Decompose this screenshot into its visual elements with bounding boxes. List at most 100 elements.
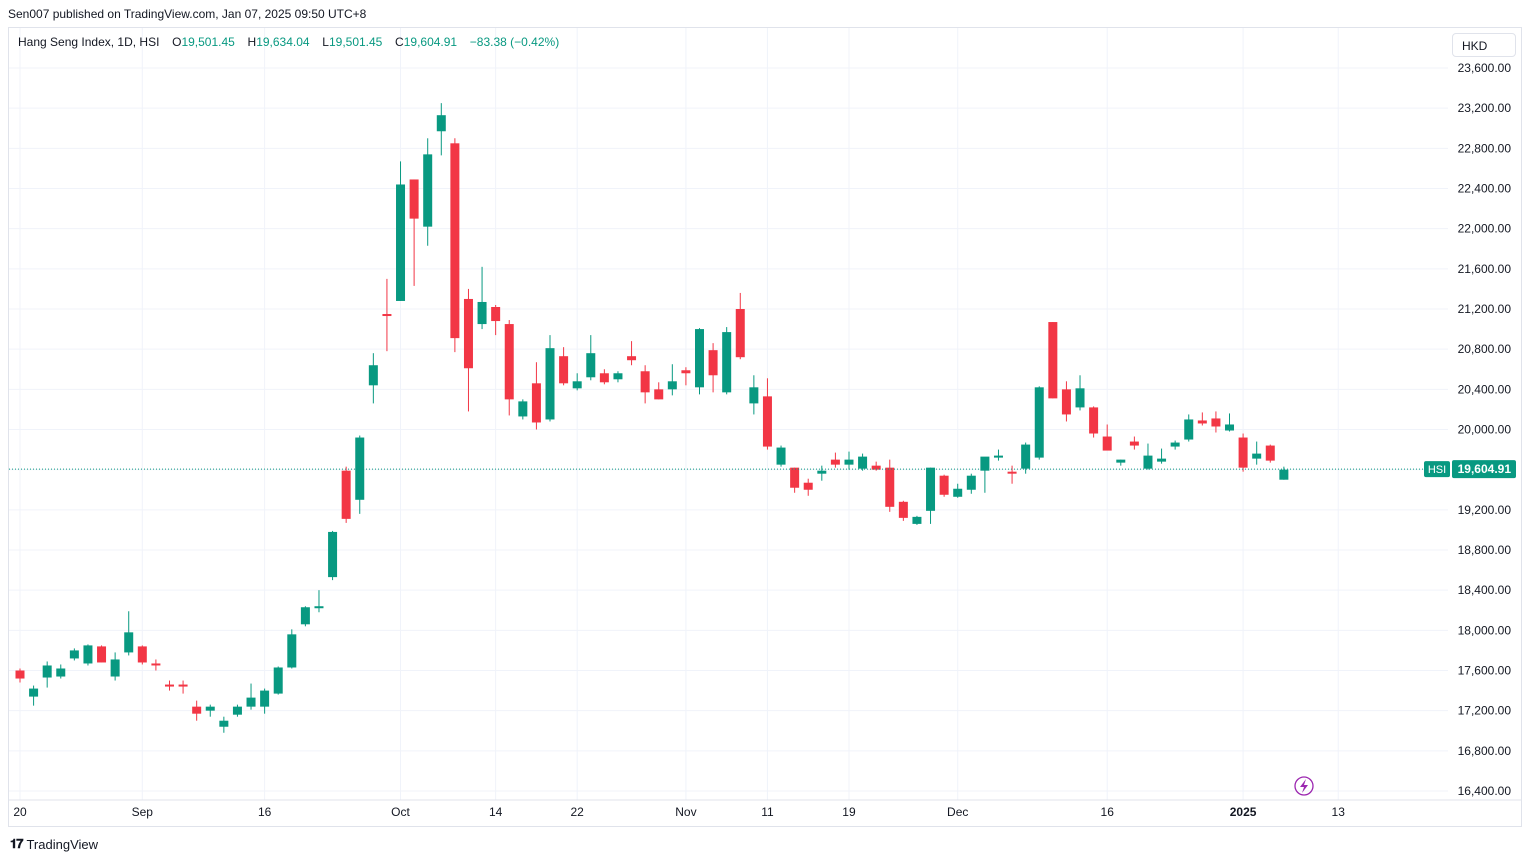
y-tick-label: 19,200.00 [1458,503,1512,517]
candle-body [97,646,107,663]
x-tick-label: 11 [761,805,774,819]
candle-body [300,607,310,625]
chart-frame [8,27,1522,827]
candle-body [1102,436,1112,451]
candle-body [1021,444,1031,469]
candle-body [545,348,555,420]
candle-body [776,447,786,465]
x-tick-label: Nov [675,805,696,819]
x-tick-label: 16 [258,805,272,819]
candle-body [287,634,297,668]
y-tick-label: 20,400.00 [1458,382,1512,396]
candle-body [926,467,936,511]
candle-body [749,387,759,404]
candle-body [463,298,473,369]
candle-body [382,314,392,317]
candle-body [885,467,895,507]
candle-body [450,143,460,339]
candle-body [1252,453,1262,459]
ohlc-legend: Hang Seng Index, 1D, HSI O19,501.45 H19,… [18,35,559,49]
candle-body [830,459,840,465]
y-tick-label: 21,600.00 [1458,262,1512,276]
candle-body [436,115,446,132]
x-tick-label: 22 [571,805,585,819]
candle-body [1129,441,1139,446]
candle-body [667,381,677,390]
y-tick-label: 22,400.00 [1458,182,1512,196]
candle-body [627,356,637,361]
y-tick-label: 20,800.00 [1458,342,1512,356]
candle-body [341,470,351,519]
change-value: −83.38 (−0.42%) [469,35,560,49]
candle-body [695,329,704,388]
candle-body [708,350,718,376]
candle-body [260,690,270,707]
candle-body [29,688,39,697]
price-tag-bg [1452,460,1516,479]
candle-body [69,650,79,659]
candle-body [613,373,623,380]
y-tick-label: 22,800.00 [1458,141,1512,155]
y-tick-label: 22,000.00 [1458,222,1512,236]
candle-body [504,324,514,400]
candle-body [1225,424,1235,431]
low-label: L [322,35,329,49]
candle-body [803,482,813,490]
currency-button[interactable]: HKD [1452,33,1516,57]
y-tick-label: 18,400.00 [1458,583,1512,597]
candle-body [993,455,1003,458]
candle-body [1184,419,1194,440]
y-tick-label: 18,800.00 [1458,543,1512,557]
y-tick-label: 17,600.00 [1458,664,1512,678]
candle-body [83,645,93,664]
candle-body [953,488,963,497]
candle-body [980,456,990,471]
high-label: H [247,35,257,49]
candle-body [735,309,745,358]
candle-body [124,632,134,653]
candle-body [1089,407,1099,434]
candle-body [137,646,147,663]
tradingview-brand[interactable]: 𝟏𝟕 TradingView [10,836,98,852]
candle-body [355,437,365,500]
y-tick-label: 21,200.00 [1458,302,1512,316]
candle-body [586,353,596,378]
candle-body [491,306,501,322]
candle-body [599,373,609,383]
x-tick-label: Oct [391,805,410,819]
candle-body [1075,388,1085,408]
y-tick-label: 23,600.00 [1458,61,1512,75]
y-tick-label: 23,200.00 [1458,101,1512,115]
candle-body [273,667,283,694]
tradingview-logo-icon: 𝟏𝟕 [10,836,24,851]
candle-body [722,332,732,393]
close-value: 19,604.91 [403,35,458,49]
candle-body [939,475,949,495]
candle-body [681,370,691,374]
y-tick-label: 17,200.00 [1458,704,1512,718]
candle-body [572,381,582,389]
candle-body [328,531,338,578]
candle-body [1197,420,1207,424]
candle-body [898,501,908,518]
x-tick-label: Sep [132,805,154,819]
y-tick-label: 20,000.00 [1458,423,1512,437]
candle-body [164,684,174,687]
candle-body [871,465,881,470]
candle-body [966,475,976,490]
lightning-icon [1294,776,1314,796]
candle-body [518,401,528,417]
candle-body [844,459,854,465]
x-tick-label: 14 [489,805,503,819]
x-tick-label: 16 [1101,805,1115,819]
publisher-line: Sen007 published on TradingView.com, Jan… [8,7,367,21]
candle-body [205,706,215,711]
candle-body [790,467,800,488]
price-tag-value: 19,604.91 [1458,462,1512,476]
candle-body [762,396,772,447]
open-label: O [172,35,182,49]
lightning-bolt-icon [1300,779,1308,793]
candle-body [423,154,433,227]
candle-body [42,665,52,678]
